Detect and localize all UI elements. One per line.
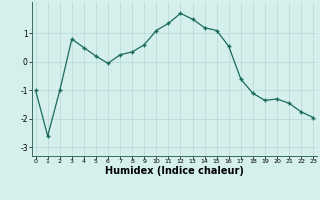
X-axis label: Humidex (Indice chaleur): Humidex (Indice chaleur)	[105, 166, 244, 176]
